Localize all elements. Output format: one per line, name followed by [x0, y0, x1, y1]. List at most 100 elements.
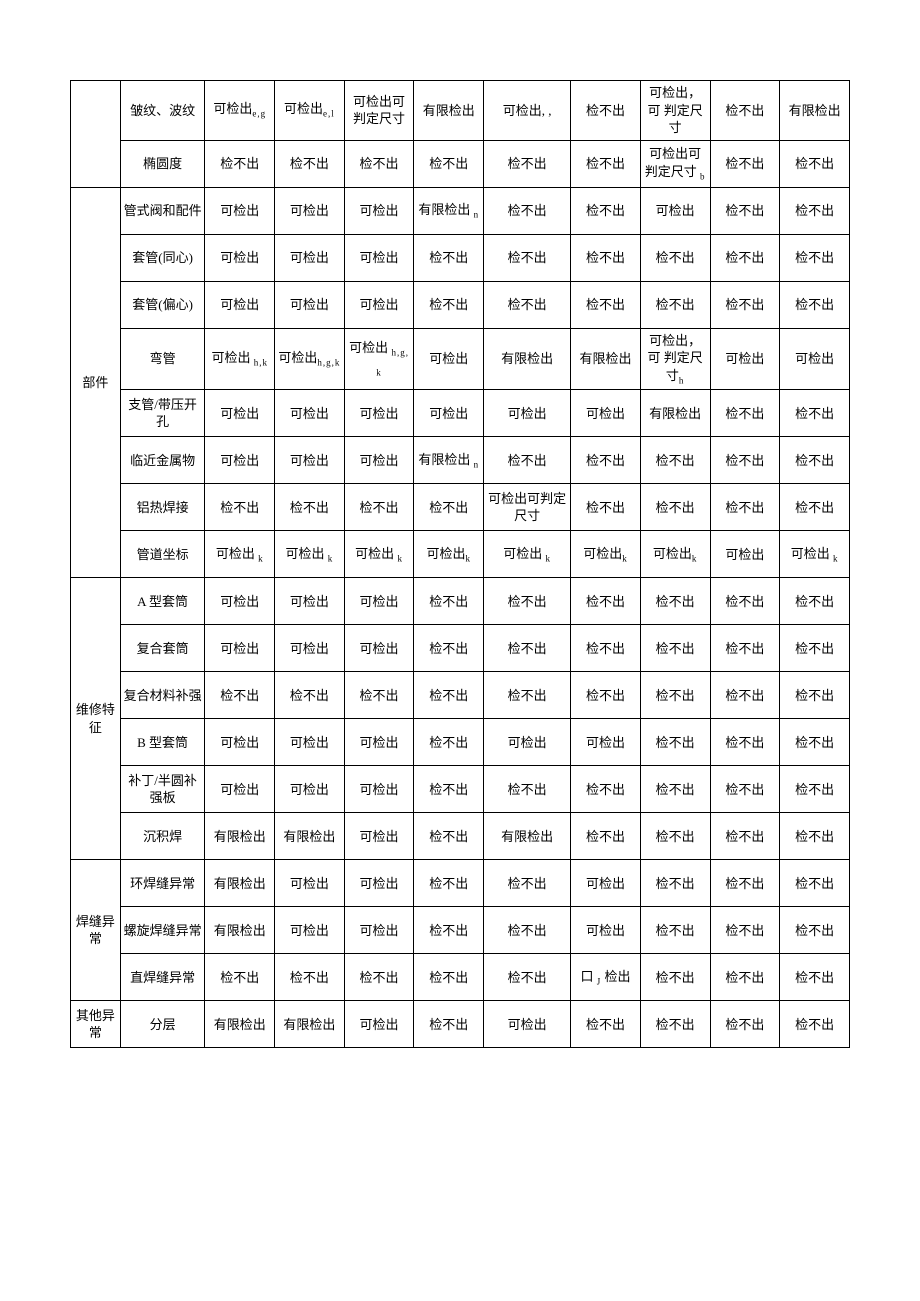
table-row: 椭圆度检不出检不出检不出检不出检不出检不出可检出可判定尺寸 b检不出检不出 — [71, 140, 850, 187]
data-cell: 可检出 — [275, 766, 345, 813]
category-cell — [71, 81, 121, 188]
table-row: 铝热焊接检不出检不出检不出检不出可检出可判定尺寸检不出检不出检不出检不出 — [71, 484, 850, 531]
data-cell: 检不出 — [640, 719, 710, 766]
data-cell: 检不出 — [640, 766, 710, 813]
data-cell: 可检出 — [344, 187, 414, 234]
data-cell: 检不出 — [484, 860, 571, 907]
data-cell: 检不出 — [205, 672, 275, 719]
data-cell: 有限检出 — [205, 1001, 275, 1048]
data-cell: 检不出 — [710, 281, 780, 328]
data-cell: 检不出 — [640, 813, 710, 860]
table-row: 支管/带压开孔可检出可检出可检出可检出可检出可检出有限检出检不出检不出 — [71, 390, 850, 437]
data-cell: 检不出 — [780, 578, 850, 625]
data-cell: 可检出 h,g,k — [344, 328, 414, 390]
data-cell: 有限检出 — [484, 813, 571, 860]
data-cell: 可检出 — [344, 390, 414, 437]
data-cell: 可检出e,g — [205, 81, 275, 141]
data-cell: 可检出 — [344, 234, 414, 281]
data-cell: 可检出 k — [205, 531, 275, 578]
row-name-cell: 弯管 — [120, 328, 205, 390]
category-cell: 部件 — [71, 187, 121, 578]
data-cell: 可检出 — [275, 625, 345, 672]
table-row: 复合材料补强检不出检不出检不出检不出检不出检不出检不出检不出检不出 — [71, 672, 850, 719]
data-cell: 检不出 — [640, 954, 710, 1001]
data-cell: 检不出 — [780, 140, 850, 187]
data-cell: 可检出 — [344, 719, 414, 766]
data-cell: 有限检出 — [275, 813, 345, 860]
data-cell: 检不出 — [571, 234, 641, 281]
data-cell: 可检出k — [571, 531, 641, 578]
data-cell: 检不出 — [640, 437, 710, 484]
data-cell: 检不出 — [571, 578, 641, 625]
table-row: 其他异常分层有限检出有限检出可检出检不出可检出检不出检不出检不出检不出 — [71, 1001, 850, 1048]
data-cell: 检不出 — [710, 234, 780, 281]
data-cell: 可检出 — [344, 907, 414, 954]
table-row: B 型套筒可检出可检出可检出检不出可检出可检出检不出检不出检不出 — [71, 719, 850, 766]
row-name-cell: 分层 — [120, 1001, 205, 1048]
data-cell: 检不出 — [414, 140, 484, 187]
data-cell: 可检出 — [571, 390, 641, 437]
data-cell: 可检出 — [275, 281, 345, 328]
data-cell: 检不出 — [484, 578, 571, 625]
data-cell: 检不出 — [414, 907, 484, 954]
data-cell: 有限检出 — [414, 81, 484, 141]
data-cell: 有限检出 — [640, 390, 710, 437]
data-cell: 检不出 — [571, 81, 641, 141]
data-cell: 检不出 — [571, 437, 641, 484]
table-row: 沉积焊有限检出有限检出可检出检不出有限检出检不出检不出检不出检不出 — [71, 813, 850, 860]
data-cell: 可检出 — [275, 187, 345, 234]
data-cell: 检不出 — [640, 860, 710, 907]
data-cell: 检不出 — [780, 766, 850, 813]
data-cell: 可检出k — [414, 531, 484, 578]
row-name-cell: 补丁/半圆补强板 — [120, 766, 205, 813]
data-cell: 检不出 — [484, 625, 571, 672]
data-cell: 有限检出 — [484, 328, 571, 390]
data-cell: 检不出 — [414, 954, 484, 1001]
data-cell: 可检出 h,k — [205, 328, 275, 390]
data-cell: 检不出 — [780, 672, 850, 719]
data-cell: 可检出 — [344, 578, 414, 625]
data-cell: 检不出 — [780, 907, 850, 954]
data-cell: 检不出 — [205, 954, 275, 1001]
data-cell: 可检出 — [275, 234, 345, 281]
data-cell: 可检出 — [710, 328, 780, 390]
data-cell: 可检出 — [275, 860, 345, 907]
table-row: 套管(偏心)可检出可检出可检出检不出检不出检不出检不出检不出检不出 — [71, 281, 850, 328]
data-cell: 可检出 — [344, 281, 414, 328]
data-cell: 检不出 — [710, 437, 780, 484]
data-cell: 检不出 — [484, 954, 571, 1001]
data-cell: 检不出 — [571, 672, 641, 719]
row-name-cell: 套管(同心) — [120, 234, 205, 281]
row-name-cell: 复合材料补强 — [120, 672, 205, 719]
data-cell: 可检出，可 判定尺寸 — [640, 81, 710, 141]
data-cell: 检不出 — [780, 954, 850, 1001]
data-cell: 可检出 — [275, 578, 345, 625]
table-row: 临近金属物可检出可检出可检出有限检出 n检不出检不出检不出检不出检不出 — [71, 437, 850, 484]
data-cell: 可检出，可 判定尺寸h — [640, 328, 710, 390]
row-name-cell: 管道坐标 — [120, 531, 205, 578]
data-cell: 检不出 — [414, 578, 484, 625]
data-cell: 有限检出 — [780, 81, 850, 141]
data-cell: 检不出 — [571, 281, 641, 328]
data-cell: 检不出 — [344, 954, 414, 1001]
data-cell: 可检出 — [710, 531, 780, 578]
data-cell: 检不出 — [640, 1001, 710, 1048]
data-cell: 可检出 k — [484, 531, 571, 578]
data-cell: 检不出 — [414, 484, 484, 531]
data-cell: 可检出 — [484, 390, 571, 437]
data-cell: 检不出 — [414, 719, 484, 766]
data-cell: 检不出 — [780, 719, 850, 766]
data-cell: 检不出 — [205, 140, 275, 187]
row-name-cell: 临近金属物 — [120, 437, 205, 484]
data-cell: 检不出 — [710, 860, 780, 907]
data-cell: 有限检出 — [205, 860, 275, 907]
data-cell: 检不出 — [640, 578, 710, 625]
data-cell: 检不出 — [414, 234, 484, 281]
data-cell: 检不出 — [710, 140, 780, 187]
data-cell: 检不出 — [571, 484, 641, 531]
data-cell: 可检出 — [205, 578, 275, 625]
data-cell: 可检出 — [780, 328, 850, 390]
table-row: 管道坐标可检出 k可检出 k可检出 k可检出k可检出 k可检出k可检出k可检出可… — [71, 531, 850, 578]
data-cell: 可检出 — [275, 437, 345, 484]
data-cell: 检不出 — [640, 281, 710, 328]
